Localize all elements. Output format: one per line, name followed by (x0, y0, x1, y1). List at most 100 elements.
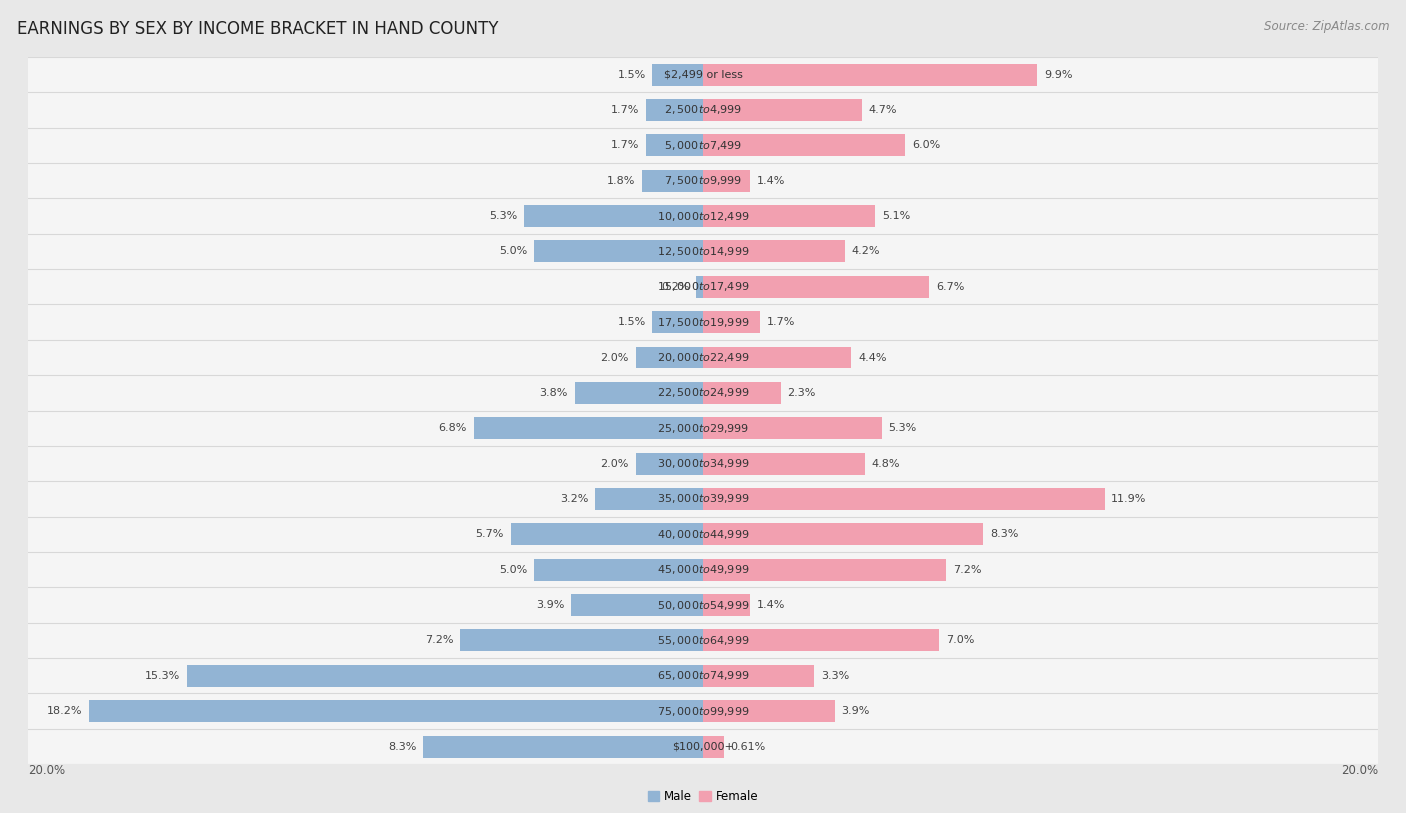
Bar (28, 481, 1378, 517)
Bar (703, 134, 905, 156)
Text: 9.9%: 9.9% (1043, 70, 1073, 80)
Text: 3.2%: 3.2% (560, 494, 588, 504)
Text: 3.3%: 3.3% (821, 671, 849, 680)
Text: 20.0%: 20.0% (1341, 764, 1378, 777)
Text: $22,500 to $24,999: $22,500 to $24,999 (657, 386, 749, 399)
Text: 11.9%: 11.9% (1111, 494, 1147, 504)
Bar (28, 233, 1378, 269)
Text: 2.0%: 2.0% (600, 353, 628, 363)
Bar (28, 57, 1378, 92)
Text: 4.7%: 4.7% (869, 105, 897, 115)
Text: 7.0%: 7.0% (946, 636, 974, 646)
Text: $25,000 to $29,999: $25,000 to $29,999 (657, 422, 749, 435)
Text: $75,000 to $99,999: $75,000 to $99,999 (657, 705, 749, 718)
Bar (28, 376, 1378, 411)
Text: 4.4%: 4.4% (858, 353, 887, 363)
Text: $35,000 to $39,999: $35,000 to $39,999 (657, 493, 749, 506)
Bar (534, 241, 703, 263)
Text: $50,000 to $54,999: $50,000 to $54,999 (657, 598, 749, 611)
Bar (703, 665, 814, 687)
Text: $40,000 to $44,999: $40,000 to $44,999 (657, 528, 749, 541)
Bar (534, 559, 703, 580)
Text: 5.1%: 5.1% (882, 211, 910, 221)
Text: $55,000 to $64,999: $55,000 to $64,999 (657, 634, 749, 647)
Bar (28, 587, 1378, 623)
Bar (28, 198, 1378, 234)
Bar (703, 205, 875, 227)
Bar (703, 170, 751, 192)
Text: $2,500 to $4,999: $2,500 to $4,999 (664, 103, 742, 116)
Bar (28, 163, 1378, 198)
Text: 1.4%: 1.4% (756, 600, 786, 610)
Bar (703, 99, 862, 121)
Text: 8.3%: 8.3% (990, 529, 1018, 539)
Bar (28, 659, 1378, 693)
Text: 5.0%: 5.0% (499, 246, 527, 256)
Bar (28, 92, 1378, 128)
Bar (474, 417, 703, 439)
Text: $7,500 to $9,999: $7,500 to $9,999 (664, 174, 742, 187)
Legend: Male, Female: Male, Female (643, 785, 763, 808)
Bar (703, 453, 865, 475)
Text: 7.2%: 7.2% (953, 565, 981, 575)
Text: 1.5%: 1.5% (617, 317, 645, 327)
Bar (703, 594, 751, 616)
Bar (28, 623, 1378, 659)
Bar (28, 128, 1378, 163)
Bar (703, 700, 835, 722)
Text: 3.9%: 3.9% (536, 600, 565, 610)
Text: 20.0%: 20.0% (28, 764, 65, 777)
Bar (696, 276, 703, 298)
Text: 4.2%: 4.2% (852, 246, 880, 256)
Bar (524, 205, 703, 227)
Text: EARNINGS BY SEX BY INCOME BRACKET IN HAND COUNTY: EARNINGS BY SEX BY INCOME BRACKET IN HAN… (17, 20, 498, 38)
Bar (636, 346, 703, 368)
Text: $15,000 to $17,499: $15,000 to $17,499 (657, 280, 749, 293)
Bar (703, 311, 761, 333)
Bar (703, 559, 946, 580)
Text: 0.2%: 0.2% (661, 282, 689, 292)
Bar (703, 346, 852, 368)
Bar (89, 700, 703, 722)
Text: 1.4%: 1.4% (756, 176, 786, 185)
Bar (703, 488, 1105, 510)
Bar (575, 382, 703, 404)
Text: 1.7%: 1.7% (768, 317, 796, 327)
Text: 6.7%: 6.7% (936, 282, 965, 292)
Bar (460, 629, 703, 651)
Bar (187, 665, 703, 687)
Text: 1.8%: 1.8% (607, 176, 636, 185)
Text: $2,499 or less: $2,499 or less (664, 70, 742, 80)
Text: 5.3%: 5.3% (489, 211, 517, 221)
Text: 3.8%: 3.8% (540, 388, 568, 398)
Bar (703, 276, 929, 298)
Bar (703, 417, 882, 439)
Bar (703, 524, 983, 546)
Bar (703, 382, 780, 404)
Bar (28, 340, 1378, 375)
Bar (703, 736, 724, 758)
Text: 5.3%: 5.3% (889, 424, 917, 433)
Text: 5.0%: 5.0% (499, 565, 527, 575)
Bar (28, 517, 1378, 552)
Text: 5.7%: 5.7% (475, 529, 503, 539)
Bar (28, 269, 1378, 304)
Bar (636, 453, 703, 475)
Text: 7.2%: 7.2% (425, 636, 453, 646)
Bar (571, 594, 703, 616)
Text: $100,000+: $100,000+ (672, 741, 734, 751)
Text: 2.0%: 2.0% (600, 459, 628, 468)
Text: 3.9%: 3.9% (841, 706, 870, 716)
Text: $17,500 to $19,999: $17,500 to $19,999 (657, 315, 749, 328)
Text: 6.8%: 6.8% (439, 424, 467, 433)
Bar (595, 488, 703, 510)
Text: 1.5%: 1.5% (617, 70, 645, 80)
Bar (652, 63, 703, 85)
Bar (510, 524, 703, 546)
Text: $5,000 to $7,499: $5,000 to $7,499 (664, 139, 742, 152)
Text: 8.3%: 8.3% (388, 741, 416, 751)
Text: 6.0%: 6.0% (912, 141, 941, 150)
Text: $65,000 to $74,999: $65,000 to $74,999 (657, 669, 749, 682)
Text: 1.7%: 1.7% (610, 105, 638, 115)
Text: $45,000 to $49,999: $45,000 to $49,999 (657, 563, 749, 576)
